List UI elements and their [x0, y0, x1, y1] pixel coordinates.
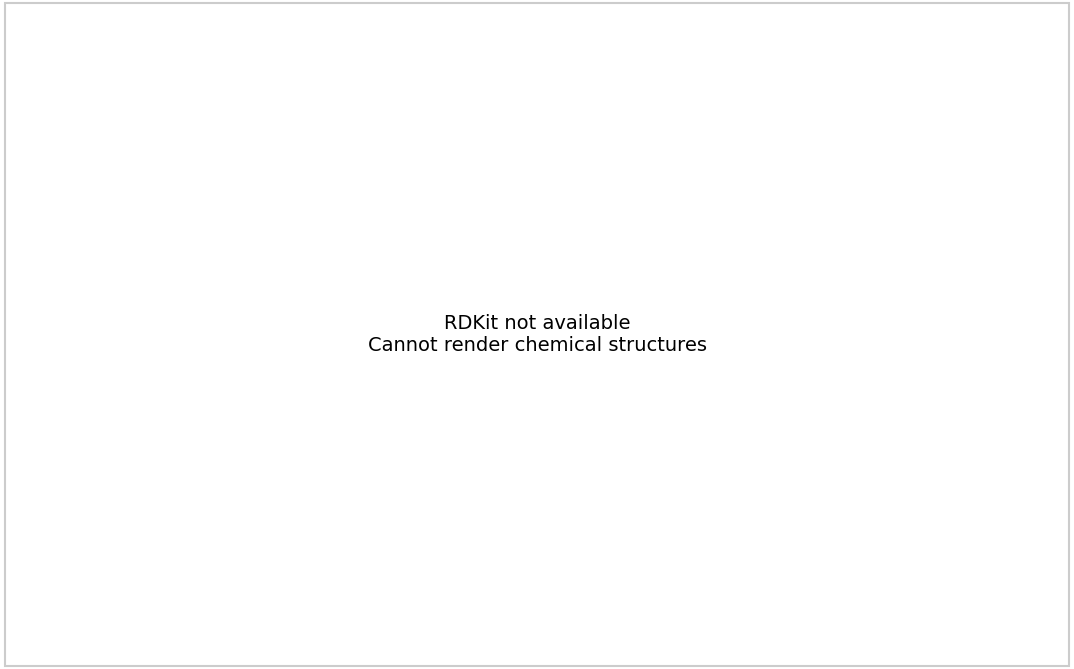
- Text: RDKit not available
Cannot render chemical structures: RDKit not available Cannot render chemic…: [367, 314, 707, 355]
